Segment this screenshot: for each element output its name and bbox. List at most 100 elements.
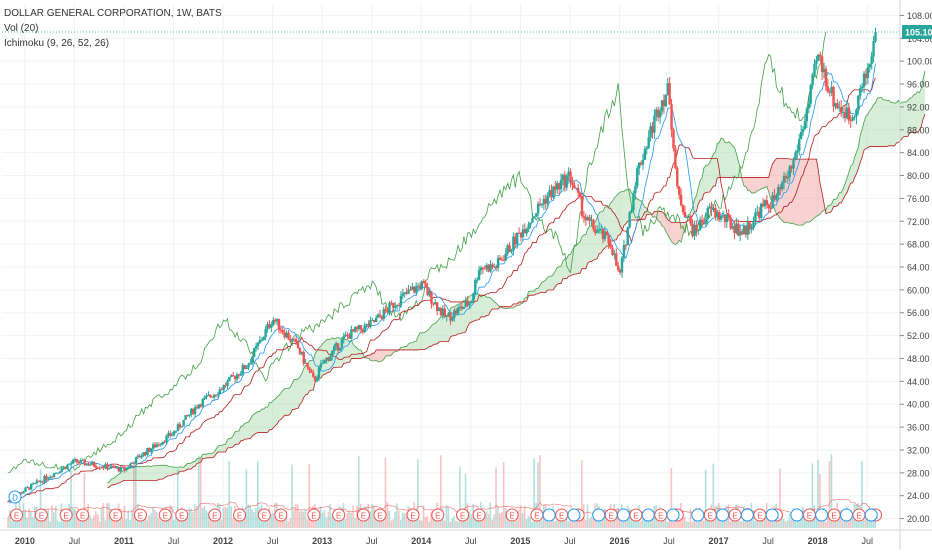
- ichimoku-cloud-segment: [484, 295, 487, 317]
- volume-bar: [817, 459, 819, 528]
- candle-body: [131, 462, 134, 464]
- volume-bar: [7, 517, 9, 528]
- candle-body: [409, 289, 412, 291]
- ichimoku-cloud-segment: [107, 481, 110, 488]
- volume-bar: [516, 519, 518, 528]
- volume-bar: [790, 519, 793, 528]
- dividend-marker[interactable]: [740, 508, 754, 522]
- volume-bar: [26, 517, 28, 528]
- ichimoku-cloud-segment: [164, 465, 167, 478]
- candle-body: [535, 213, 538, 217]
- ichimoku-cloud-segment: [475, 293, 478, 321]
- dividend-marker[interactable]: [666, 508, 680, 522]
- ichimoku-cloud-segment: [561, 261, 563, 284]
- ichimoku-cloud-segment: [538, 284, 541, 294]
- volume-bar: [96, 514, 99, 528]
- candle-body: [49, 476, 52, 479]
- earnings-marker[interactable]: [133, 508, 147, 522]
- candle-body: [807, 103, 810, 109]
- candle-body: [662, 100, 666, 107]
- volume-bar: [20, 518, 23, 528]
- earnings-marker[interactable]: [373, 508, 387, 522]
- ichimoku-cloud-segment: [437, 319, 440, 345]
- candle-body: [266, 324, 269, 330]
- ichimoku-cloud-segment: [801, 159, 804, 226]
- ichimoku-cloud-segment: [378, 349, 380, 362]
- candle-body: [809, 85, 812, 104]
- candle-body: [68, 464, 71, 465]
- candle-body: [811, 74, 814, 86]
- dividend-marker[interactable]: [765, 508, 779, 522]
- earnings-marker[interactable]: [34, 508, 48, 522]
- earnings-marker[interactable]: [406, 508, 420, 522]
- ichimoku-cloud-segment: [427, 328, 430, 348]
- candle-body: [860, 86, 864, 89]
- earnings-marker[interactable]: [208, 508, 222, 522]
- candle-body: [127, 467, 130, 469]
- ichimoku-cloud-segment: [724, 142, 727, 178]
- ichimoku-cloud-segment: [404, 346, 407, 350]
- volume-bar: [215, 515, 217, 528]
- volume-bar: [157, 517, 160, 528]
- dividend-marker[interactable]: [691, 508, 705, 522]
- volume-bar: [85, 518, 88, 528]
- volume-bar: [781, 511, 783, 528]
- candle-body: [428, 291, 431, 296]
- ichimoku-cloud-segment: [791, 159, 794, 224]
- dividend-marker[interactable]: [839, 508, 853, 522]
- earnings-marker[interactable]: [10, 508, 24, 522]
- candle-body: [819, 54, 822, 57]
- earnings-marker[interactable]: [307, 508, 321, 522]
- earnings-marker[interactable]: [505, 508, 519, 522]
- ichimoku-indicator-label[interactable]: Ichimoku (9, 26, 52, 26): [4, 38, 110, 49]
- volume-bar: [325, 517, 328, 528]
- dividend-marker[interactable]: [542, 508, 556, 522]
- earnings-marker-label: E: [163, 512, 168, 521]
- candle-body: [453, 310, 456, 318]
- candle-body: [504, 253, 507, 261]
- dividend-marker[interactable]: [716, 508, 730, 522]
- earnings-marker[interactable]: [431, 508, 445, 522]
- ichimoku-cloud-segment: [896, 100, 899, 143]
- dividend-marker[interactable]: [790, 508, 804, 522]
- y-tick-label: 28.00: [907, 468, 930, 478]
- earnings-marker[interactable]: [356, 508, 370, 522]
- volume-bar: [352, 505, 354, 528]
- earnings-marker[interactable]: [472, 508, 486, 522]
- earnings-marker[interactable]: [456, 508, 470, 522]
- earnings-marker[interactable]: [109, 508, 123, 522]
- ichimoku-cloud-segment: [761, 177, 764, 189]
- ichimoku-cloud-segment: [113, 477, 116, 485]
- candle-body: [655, 109, 658, 116]
- dividend-marker[interactable]: [616, 508, 630, 522]
- ichimoku-cloud-segment: [875, 97, 878, 147]
- dividend-marker[interactable]: [815, 508, 829, 522]
- dividend-marker[interactable]: [8, 490, 22, 504]
- ichimoku-cloud-segment: [355, 346, 358, 359]
- ichimoku-cloud-segment: [223, 444, 226, 452]
- earnings-marker[interactable]: [158, 508, 172, 522]
- dividend-marker[interactable]: [567, 508, 581, 522]
- volume-indicator-label[interactable]: Vol (20): [4, 23, 39, 34]
- candle-body: [474, 280, 477, 294]
- candle-body: [506, 245, 509, 254]
- ichimoku-cloud-segment: [585, 228, 588, 269]
- ichimoku-cloud-segment: [368, 355, 371, 361]
- dividend-marker[interactable]: [641, 508, 655, 522]
- ichimoku-cloud-segment: [907, 98, 910, 137]
- earnings-marker[interactable]: [59, 508, 73, 522]
- earnings-marker-label: E: [807, 512, 812, 521]
- earnings-marker[interactable]: [76, 508, 90, 522]
- earnings-marker[interactable]: [332, 508, 346, 522]
- dividend-marker[interactable]: [592, 508, 606, 522]
- ichimoku-cloud-segment: [730, 143, 733, 178]
- earnings-marker[interactable]: [175, 508, 189, 522]
- dividend-marker[interactable]: [864, 508, 878, 522]
- ichimoku-cloud-segment: [812, 159, 815, 220]
- earnings-marker[interactable]: [233, 508, 247, 522]
- earnings-marker[interactable]: [257, 508, 271, 522]
- candle-body: [395, 305, 399, 306]
- earnings-marker[interactable]: [274, 508, 288, 522]
- candle-body: [702, 222, 706, 224]
